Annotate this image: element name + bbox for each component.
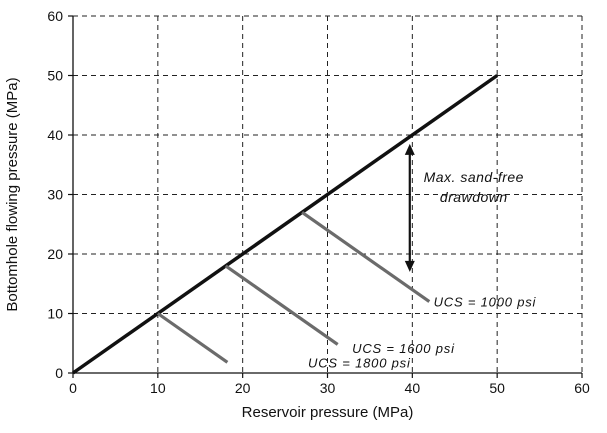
y-tick-label: 0	[55, 365, 63, 381]
x-tick-label: 10	[150, 380, 166, 396]
series-line-ucs	[156, 312, 229, 364]
annotation-line-2: drawdown	[440, 189, 508, 205]
y-tick-label: 30	[47, 187, 63, 203]
tick-labels: 0 10 20 30 40 50 60 0 10 20 30 40 50 60	[47, 8, 590, 396]
x-axis-label: Reservoir pressure (MPa)	[242, 404, 414, 421]
x-tick-label: 50	[489, 380, 505, 396]
y-tick-label: 10	[47, 306, 63, 322]
y-tick-label: 60	[47, 8, 63, 24]
series-lines	[71, 74, 499, 375]
y-tick-label: 50	[47, 68, 63, 84]
y-tick-label: 20	[47, 246, 63, 262]
series-line-ucs	[224, 264, 339, 346]
x-tick-label: 60	[574, 380, 590, 396]
ucs-label: UCS = 1800 psi	[308, 355, 411, 370]
x-tick-label: 20	[235, 380, 251, 396]
x-tick-label: 0	[69, 380, 77, 396]
y-tick-label: 40	[47, 127, 63, 143]
arrow-down-icon	[404, 260, 415, 272]
axes	[68, 15, 583, 378]
series-line-ucs	[301, 211, 431, 303]
y-axis-label: Bottomhole flowing pressure (MPa)	[4, 77, 21, 311]
x-tick-label: 30	[320, 380, 336, 396]
annotation-line-1: Max. sand-free	[424, 169, 524, 185]
series-line-diagonal	[71, 74, 499, 375]
ucs-label: UCS = 1600 psi	[352, 341, 455, 356]
ucs-label: UCS = 1000 psi	[434, 295, 537, 310]
x-tick-label: 40	[405, 380, 421, 396]
arrow-up-icon	[404, 143, 415, 155]
